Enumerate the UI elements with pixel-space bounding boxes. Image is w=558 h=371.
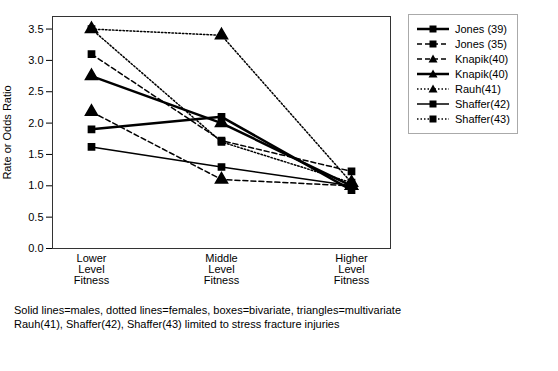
html-text:Rauh(41): Rauh(41) xyxy=(455,83,501,95)
svg-text:MiddleLevelFitness: MiddleLevelFitness xyxy=(204,252,240,286)
svg-text:3.0: 3.0 xyxy=(28,54,43,66)
svg-text:LowerLevelFitness: LowerLevelFitness xyxy=(74,252,110,286)
html-text:Knapik(40): Knapik(40) xyxy=(455,68,509,80)
svg-text:0.5: 0.5 xyxy=(28,211,43,223)
svg-text:3.5: 3.5 xyxy=(28,23,43,35)
html-text:Shaffer(43): Shaffer(43) xyxy=(455,113,510,125)
html-text:Rauh(41), Shaffer(42), Shaffer: Rauh(41), Shaffer(42), Shaffer(43) limit… xyxy=(14,318,340,330)
svg-text:2.5: 2.5 xyxy=(28,85,43,97)
svg-text:1.5: 1.5 xyxy=(28,148,43,160)
html-text:Knapik(40): Knapik(40) xyxy=(455,53,509,65)
svg-text:0.0: 0.0 xyxy=(28,242,43,254)
html-text:Shaffer(42): Shaffer(42) xyxy=(455,98,510,110)
svg-text:HigherLevelFitness: HigherLevelFitness xyxy=(334,252,370,286)
html-text:Jones (35): Jones (35) xyxy=(455,38,507,50)
svg-text:2.0: 2.0 xyxy=(28,117,43,129)
html-text:Jones (39): Jones (39) xyxy=(455,23,507,35)
svg-text:Rate or Odds Ratio: Rate or Odds Ratio xyxy=(1,85,13,179)
html-text:Solid lines=males, dotted line: Solid lines=males, dotted lines=females,… xyxy=(14,304,401,316)
svg-text:1.0: 1.0 xyxy=(28,179,43,191)
